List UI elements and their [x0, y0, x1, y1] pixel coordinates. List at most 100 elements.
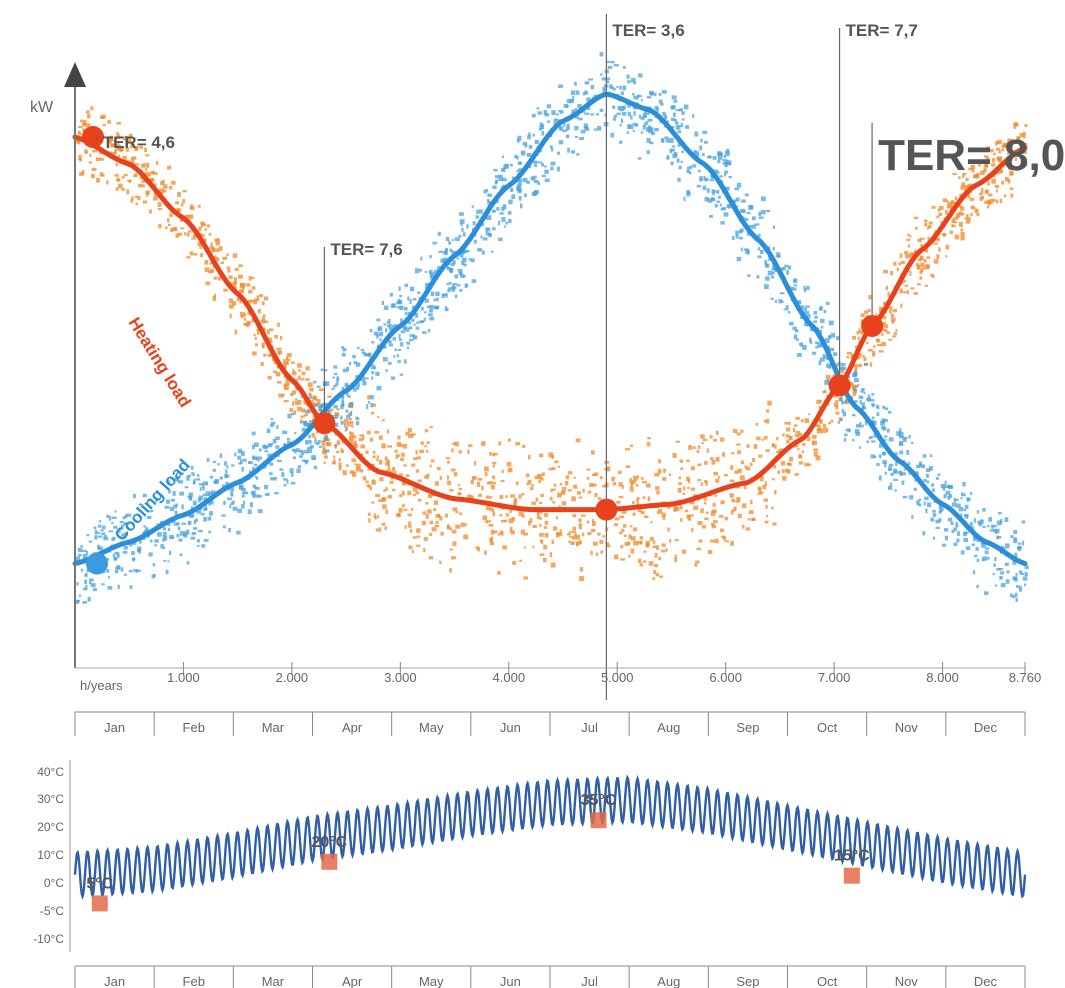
heating-scatter-point [907, 244, 911, 248]
cooling-scatter-point [882, 460, 887, 464]
heating-scatter-point [624, 541, 630, 546]
cooling-scatter-point [480, 235, 483, 239]
cooling-scatter-point [588, 78, 593, 81]
heating-scatter-point [218, 246, 223, 251]
heating-scatter-point [872, 350, 876, 356]
cooling-scatter-point [432, 241, 437, 245]
cooling-scatter-point [291, 472, 294, 477]
heating-scatter-point [113, 139, 116, 143]
cooling-scatter-point [429, 305, 435, 310]
cooling-scatter-point [87, 597, 91, 602]
cooling-scatter-point [543, 109, 548, 115]
cooling-scatter-point [724, 159, 729, 165]
cooling-scatter-point [550, 147, 554, 152]
cooling-scatter-point [407, 346, 410, 350]
heating-scatter-point [960, 236, 965, 241]
heating-scatter-point [749, 462, 753, 467]
heating-scatter-point [903, 291, 907, 294]
cooling-scatter-point [425, 282, 429, 286]
month-label: Nov [895, 720, 919, 735]
cooling-scatter-point [724, 151, 730, 157]
heating-scatter-point [618, 496, 624, 499]
cooling-scatter-point [205, 505, 208, 510]
cooling-scatter-point [457, 268, 463, 272]
cooling-scatter-point [539, 128, 543, 131]
cooling-scatter-point [680, 123, 684, 128]
heating-scatter-point [938, 212, 943, 217]
heating-scatter-point [857, 363, 863, 367]
heating-scatter-point [238, 264, 243, 268]
heating-scatter-point [629, 525, 633, 528]
temperature-label: 20°C [311, 834, 347, 851]
cooling-scatter-point [209, 500, 214, 505]
cooling-scatter-point [534, 139, 539, 145]
heating-scatter-point [561, 486, 567, 490]
cooling-scatter-point [693, 150, 697, 154]
heating-scatter-point [490, 529, 495, 535]
cooling-scatter-point [499, 212, 504, 215]
cooling-scatter-point [197, 544, 200, 548]
cooling-scatter-point [266, 428, 271, 434]
heating-scatter-point [247, 299, 252, 304]
heating-scatter-point [491, 461, 497, 465]
cooling-scatter-point [866, 398, 871, 402]
cooling-scatter-point [254, 442, 259, 447]
cooling-scatter-point [236, 530, 241, 535]
heating-scatter-point [125, 147, 129, 152]
heating-scatter-point [134, 146, 138, 151]
cooling-scatter-point [842, 401, 847, 404]
heating-scatter-point [530, 487, 534, 491]
heating-scatter-point [602, 535, 606, 538]
heating-scatter-point [719, 437, 725, 442]
cooling-scatter-point [702, 130, 708, 135]
cooling-scatter-point [355, 362, 361, 367]
heating-scatter-point [508, 518, 514, 524]
cooling-scatter-point [366, 404, 369, 410]
cooling-scatter-point [88, 540, 93, 543]
cooling-scatter-point [818, 360, 822, 366]
heating-scatter-point [150, 171, 154, 175]
heating-scatter-point [991, 163, 996, 167]
cooling-scatter-point [719, 203, 722, 207]
cooling-scatter-point [963, 508, 967, 512]
cooling-scatter-point [421, 306, 424, 311]
cooling-scatter-point [803, 285, 806, 290]
cooling-scatter-point [765, 276, 770, 281]
heating-scatter-point [372, 455, 376, 459]
heating-scatter-point [937, 209, 941, 212]
heating-scatter-point [711, 524, 716, 529]
cooling-scatter-point [833, 352, 838, 357]
cooling-scatter-point [612, 87, 616, 91]
heating-scatter-point [1005, 177, 1009, 182]
heating-scatter-point [227, 269, 231, 273]
heating-scatter-point [350, 425, 354, 428]
heating-scatter-point [539, 477, 544, 481]
cooling-scatter-point [182, 531, 187, 536]
heating-scatter-point [724, 540, 730, 543]
heating-scatter-point [249, 299, 255, 303]
cooling-scatter-point [958, 506, 964, 512]
heating-scatter-point [632, 527, 638, 532]
cooling-scatter-point [248, 470, 252, 475]
heating-scatter-point [655, 486, 660, 490]
cooling-scatter-point [813, 311, 818, 315]
heating-scatter-point [538, 501, 543, 505]
cooling-scatter-point [768, 256, 771, 262]
heating-scatter-point [1023, 143, 1028, 146]
heating-scatter-point [370, 411, 375, 415]
heating-scatter-point [852, 392, 857, 396]
heating-scatter-point [257, 309, 261, 314]
cooling-scatter-point [872, 420, 877, 426]
cooling-scatter-point [645, 121, 649, 125]
heating-scatter-point [573, 484, 578, 489]
cooling-scatter-point [726, 204, 730, 208]
heating-scatter-point [381, 497, 387, 502]
heating-scatter-point [401, 490, 405, 496]
cooling-scatter-point [747, 274, 751, 278]
cooling-scatter-point [116, 553, 120, 558]
heating-scatter-point [281, 393, 285, 397]
heating-scatter-point [412, 487, 418, 492]
cooling-scatter-point [565, 125, 570, 131]
cooling-scatter-point [923, 478, 927, 483]
cooling-scatter-point [976, 584, 979, 589]
